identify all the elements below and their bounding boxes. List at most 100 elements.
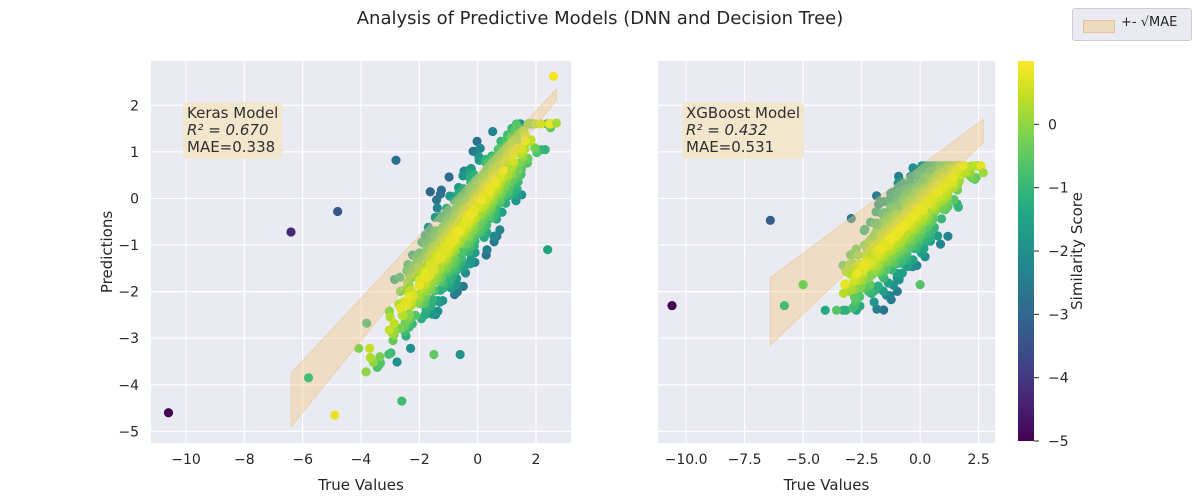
outlier-point [779, 300, 789, 311]
data-point [489, 231, 499, 241]
legend-label: +- √MAE [1121, 15, 1178, 30]
data-point [871, 191, 882, 201]
x-tick-label: −10.0 [665, 452, 708, 468]
data-point [392, 357, 402, 367]
outlier-point [286, 227, 296, 237]
mae-confidence-band [769, 118, 984, 347]
data-point [933, 231, 943, 241]
data-point [466, 254, 476, 264]
colorbar-tick-label: −4 [1048, 371, 1069, 387]
outlier-point [429, 349, 439, 360]
x-tick-label: −10 [171, 452, 201, 468]
data-point [858, 261, 869, 271]
data-point [472, 136, 482, 146]
data-point [933, 187, 943, 197]
data-point [389, 318, 399, 328]
data-point [397, 310, 407, 320]
x-axis-label: True Values [783, 476, 870, 494]
data-point [853, 250, 863, 260]
r2-score: R² = 0.670 [187, 121, 269, 139]
outlier-point [978, 168, 988, 178]
data-point [536, 119, 546, 129]
y-tick-label: −1 [118, 238, 139, 254]
y-tick-label: 0 [130, 191, 139, 207]
colorbar-tick-label: −2 [1048, 244, 1069, 260]
outlier-point [397, 396, 407, 406]
data-point [453, 227, 463, 237]
data-point [482, 245, 492, 255]
data-point [859, 225, 869, 236]
y-tick-label: −2 [118, 285, 139, 301]
x-tick-label: 2 [532, 452, 541, 468]
x-tick-label: −2.5 [845, 452, 879, 468]
outlier-point [915, 280, 925, 290]
data-point [475, 143, 485, 153]
data-point [838, 288, 849, 298]
data-point [869, 297, 879, 307]
data-point [879, 305, 889, 315]
data-point [872, 304, 882, 314]
colorbar-tick-label: −3 [1048, 307, 1069, 323]
data-point [943, 231, 953, 241]
data-point [908, 163, 918, 174]
outlier-point [765, 215, 775, 225]
data-point [876, 243, 886, 254]
data-point [900, 220, 910, 230]
colorbar-tick-label: −5 [1048, 434, 1069, 450]
data-point [886, 233, 896, 244]
outlier-point [303, 373, 314, 383]
data-point [428, 264, 438, 275]
data-point [476, 195, 487, 205]
data-point [404, 292, 414, 302]
data-point [414, 280, 425, 290]
colorbar-label: Similarity Score [1068, 192, 1086, 310]
data-point [935, 239, 946, 249]
keras-scatter-panel: −10 −8 −6 −4 −2 0 2 2 1 0 −1 −2 −3 −4 −5 True Values Pre… [98, 61, 571, 494]
data-point [406, 343, 416, 353]
data-point [848, 303, 858, 313]
model-label: XGBoost Model [686, 104, 801, 122]
data-point [915, 203, 925, 214]
mae-score: MAE=0.338 [187, 138, 276, 156]
keras-annotation-box: Keras Model R² = 0.670 MAE=0.338 [183, 102, 283, 159]
colorbar: 0 −1 −2 −3 −4 −5 Similarity Score [1018, 61, 1086, 450]
outlier-point [551, 118, 562, 128]
mae-score: MAE=0.531 [686, 138, 775, 156]
data-point [520, 136, 530, 146]
y-tick-label: −5 [118, 424, 139, 440]
data-point [400, 299, 410, 309]
y-axis-label: Predictions [98, 211, 116, 294]
x-tick-label: −4 [351, 452, 372, 468]
x-tick-label: −6 [292, 452, 313, 468]
outlier-point [548, 71, 559, 81]
data-point [976, 161, 986, 171]
data-point [849, 292, 860, 302]
figure-title: Analysis of Predictive Models (DNN and D… [356, 8, 844, 29]
data-point [384, 325, 394, 335]
outlier-point [798, 280, 808, 290]
data-point [395, 272, 405, 282]
y-tick-label: −3 [118, 331, 139, 347]
data-point [446, 238, 457, 248]
data-point [831, 305, 842, 315]
data-point [458, 171, 468, 181]
data-point [436, 252, 446, 262]
data-point [501, 155, 511, 166]
x-axis-label: True Values [317, 476, 404, 494]
xgboost-annotation-box: XGBoost Model R² = 0.432 MAE=0.531 [682, 102, 805, 159]
data-point [432, 195, 442, 205]
data-point [425, 187, 435, 197]
data-point [444, 172, 454, 182]
data-point [484, 185, 494, 195]
colorbar-tick-label: −1 [1048, 181, 1069, 197]
x-tick-label: −8 [234, 452, 255, 468]
outlier-point [667, 300, 677, 311]
y-tick-label: 1 [130, 145, 139, 161]
colorbar-gradient [1018, 61, 1034, 441]
y-tick-label: −4 [118, 378, 139, 394]
data-point [820, 305, 830, 315]
data-point [362, 318, 372, 328]
y-tick-label: 2 [130, 98, 139, 114]
data-point [947, 173, 957, 183]
outlier-point [543, 245, 553, 255]
